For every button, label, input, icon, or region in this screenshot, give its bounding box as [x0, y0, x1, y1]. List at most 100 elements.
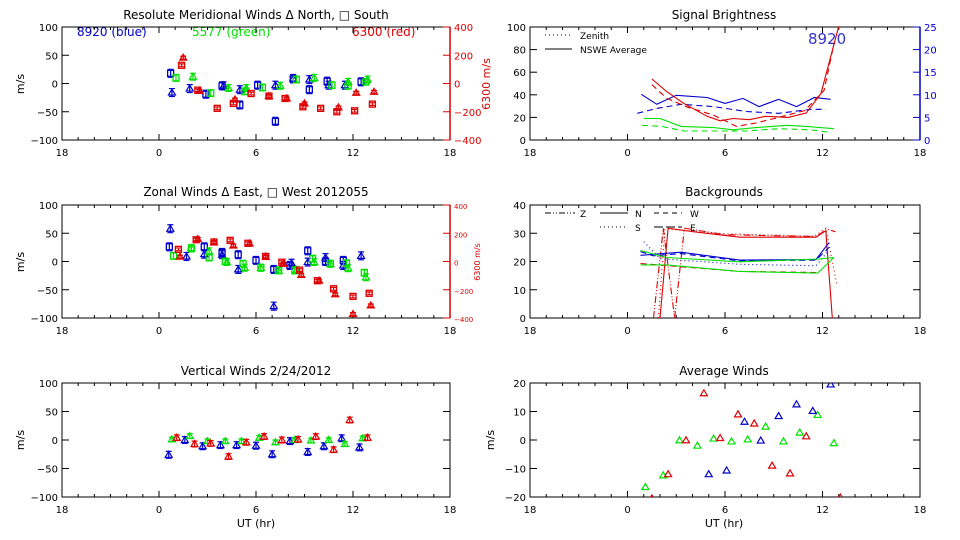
error-bar [178, 63, 185, 68]
plot-area [637, 27, 840, 133]
data-point-triangle-red [329, 444, 339, 453]
data-point-square-blue [165, 243, 173, 251]
x-tick-label: 0 [156, 505, 162, 516]
data-point-triangle-red [296, 270, 306, 279]
error-bar [175, 247, 182, 252]
plot-area [164, 415, 373, 460]
data-point-triangle-green [361, 272, 371, 281]
right-y-tick-label: 25 [924, 23, 937, 34]
data-point-triangle-blue [774, 411, 784, 420]
y-tick-label: −50 [37, 286, 58, 297]
data-point-square-green [292, 75, 301, 84]
x-tick-label: 0 [624, 326, 630, 337]
legend-e: E [690, 224, 696, 234]
data-point-triangle-green [343, 77, 353, 85]
data-point-triangle-blue [233, 264, 243, 273]
data-point-triangle-green [692, 441, 702, 449]
data-point-triangle-red [223, 451, 234, 460]
x-tick-label: 18 [56, 148, 69, 159]
x-tick-label: 18 [444, 326, 457, 337]
data-point-triangle-green [220, 436, 230, 445]
brightness-tag-8920: 8920 [808, 30, 846, 48]
right-y-tick-label: 0 [454, 260, 458, 268]
data-point-square-green [342, 259, 351, 267]
panel-title-zonal: Zonal Winds Δ East, □ West 2012055 [143, 185, 368, 199]
error-bar [369, 102, 376, 107]
x-tick-label: 6 [722, 505, 728, 516]
series-line-red-dashdot [674, 227, 836, 318]
legend-zenith: Zenith [580, 32, 609, 42]
data-point-triangle-red [801, 431, 811, 440]
y-tick-label: 20 [513, 379, 526, 390]
x-tick-label: 0 [156, 326, 162, 337]
x-tick-label: 18 [524, 148, 537, 159]
error-bar [194, 237, 201, 242]
x-tick-label: 18 [56, 505, 69, 516]
series-line-blue-dashed [640, 247, 830, 262]
data-point-triangle-red [333, 102, 343, 111]
data-point-triangle-red [293, 434, 303, 443]
data-point-triangle-red [175, 252, 185, 260]
data-point-triangle-blue [180, 435, 190, 444]
error-bar [332, 292, 339, 297]
data-point-triangle-green [358, 433, 368, 442]
data-point-triangle-green [240, 263, 250, 271]
legend-6300-red: 6300 (red) [352, 25, 415, 39]
data-point-triangle-red [259, 431, 269, 440]
data-point-triangle-red [369, 87, 379, 95]
data-point-triangle-red [278, 259, 289, 267]
series-line-red-dashed [651, 43, 835, 127]
y-axis-label-average: m/s [484, 430, 497, 450]
y-tick-label: 50 [45, 408, 58, 419]
data-point-triangle-blue [756, 435, 766, 444]
data-point-triangle-red [311, 431, 321, 440]
data-point-triangle-green [829, 438, 839, 447]
data-point-triangle-red [241, 437, 251, 446]
data-point-triangle-red [330, 289, 340, 298]
data-point-triangle-blue [215, 440, 225, 449]
y-tick-label: 60 [513, 68, 526, 79]
data-point-square-green [169, 252, 178, 260]
y-tick-label: −100 [31, 314, 58, 325]
x-tick-label: 12 [347, 326, 360, 337]
y-tick-label: 40 [513, 201, 526, 212]
y-tick-label: 50 [45, 51, 58, 62]
data-point-square-red [174, 245, 183, 254]
data-point-square-blue [252, 256, 260, 265]
data-point-triangle-green [340, 439, 350, 448]
x-tick-label: 18 [444, 505, 457, 516]
data-point-triangle-green [309, 73, 319, 81]
legend-backgrounds: Z N W S E [545, 210, 699, 234]
data-point-triangle-red [348, 309, 358, 318]
plot-area [640, 227, 838, 318]
right-y-tick-label: −200 [454, 108, 481, 119]
data-point-triangle-green [186, 243, 196, 252]
x-tick-label: 12 [816, 505, 829, 516]
data-point-triangle-green [223, 83, 234, 92]
y-tick-label: 10 [513, 286, 526, 297]
right-y-tick-label: 0 [924, 136, 930, 147]
data-point-triangle-green [778, 436, 789, 445]
data-point-square-red [213, 104, 221, 113]
data-point-triangle-green [343, 263, 353, 272]
error-bar [366, 291, 373, 296]
x-tick-label: 18 [524, 505, 537, 516]
data-point-triangle-blue [826, 383, 836, 388]
data-point-square-blue [304, 247, 312, 255]
series-line-blue-solid [641, 93, 831, 108]
error-bar [283, 96, 290, 101]
y-tick-label: 100 [39, 201, 58, 212]
y-tick-label: 80 [513, 46, 526, 57]
right-y-tick-label: 400 [454, 203, 467, 211]
y-tick-label: 20 [513, 258, 526, 269]
error-bar [262, 254, 269, 259]
legend-w: W [690, 210, 699, 220]
data-point-triangle-blue [270, 80, 280, 89]
error-bar [371, 89, 378, 94]
data-point-triangle-red [681, 435, 691, 444]
series-line-green-solid [643, 117, 834, 131]
right-y-tick-label: 400 [454, 23, 473, 34]
data-point-triangle-green [274, 265, 284, 274]
